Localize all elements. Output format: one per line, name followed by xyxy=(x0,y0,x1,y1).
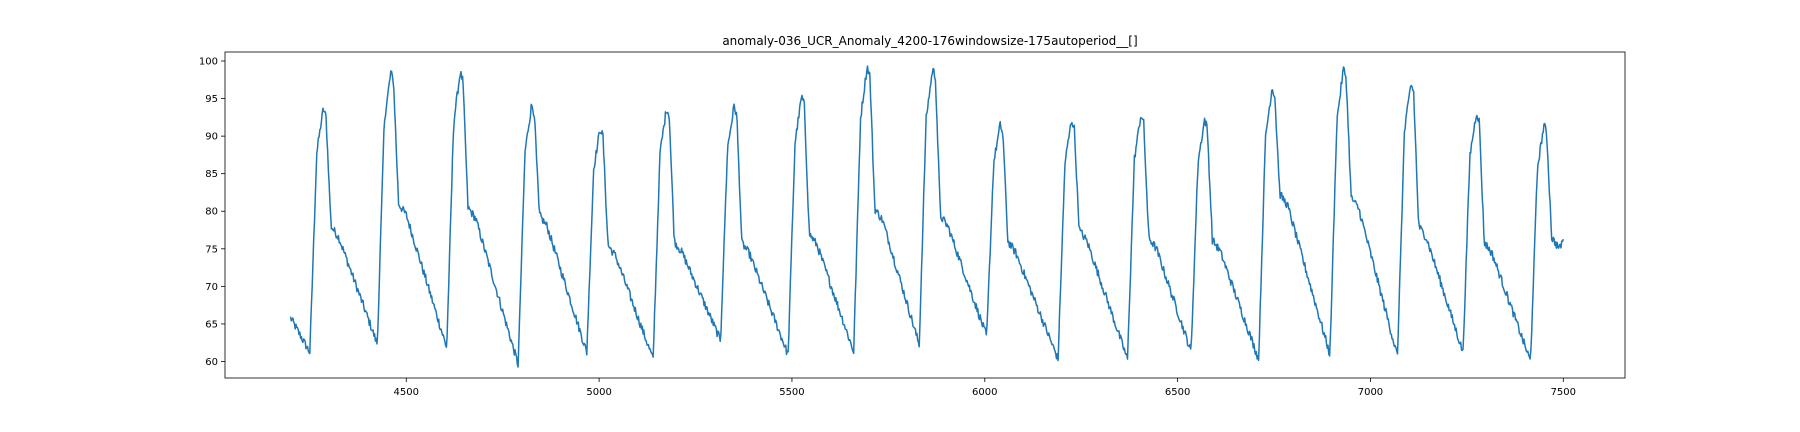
x-tick-label: 7500 xyxy=(1551,387,1576,398)
y-tick-label: 75 xyxy=(205,244,218,255)
x-tick-label: 5500 xyxy=(779,387,804,398)
x-tick-label: 6000 xyxy=(972,387,997,398)
y-tick-label: 85 xyxy=(205,169,218,180)
y-tick-label: 95 xyxy=(205,94,218,105)
x-tick-label: 4500 xyxy=(394,387,419,398)
x-tick-label: 6500 xyxy=(1165,387,1190,398)
plot-area xyxy=(289,65,1565,368)
y-tick-label: 80 xyxy=(205,207,218,218)
chart-title: anomaly-036_UCR_Anomaly_4200-176windowsi… xyxy=(722,34,1137,48)
series-line xyxy=(289,65,1565,368)
y-tick-label: 60 xyxy=(205,357,218,368)
y-tick-label: 70 xyxy=(205,282,218,293)
x-tick-label: 5000 xyxy=(586,387,611,398)
y-tick-label: 100 xyxy=(199,57,218,68)
x-tick-label: 7000 xyxy=(1358,387,1383,398)
y-tick-label: 65 xyxy=(205,319,218,330)
plot-frame xyxy=(224,51,1626,379)
x-axis: 4500 5000 5500 6000 6500 7000 7500 xyxy=(394,378,1576,398)
y-tick-label: 90 xyxy=(205,132,218,143)
y-axis: 60 65 70 75 80 85 90 95 100 xyxy=(199,57,225,368)
